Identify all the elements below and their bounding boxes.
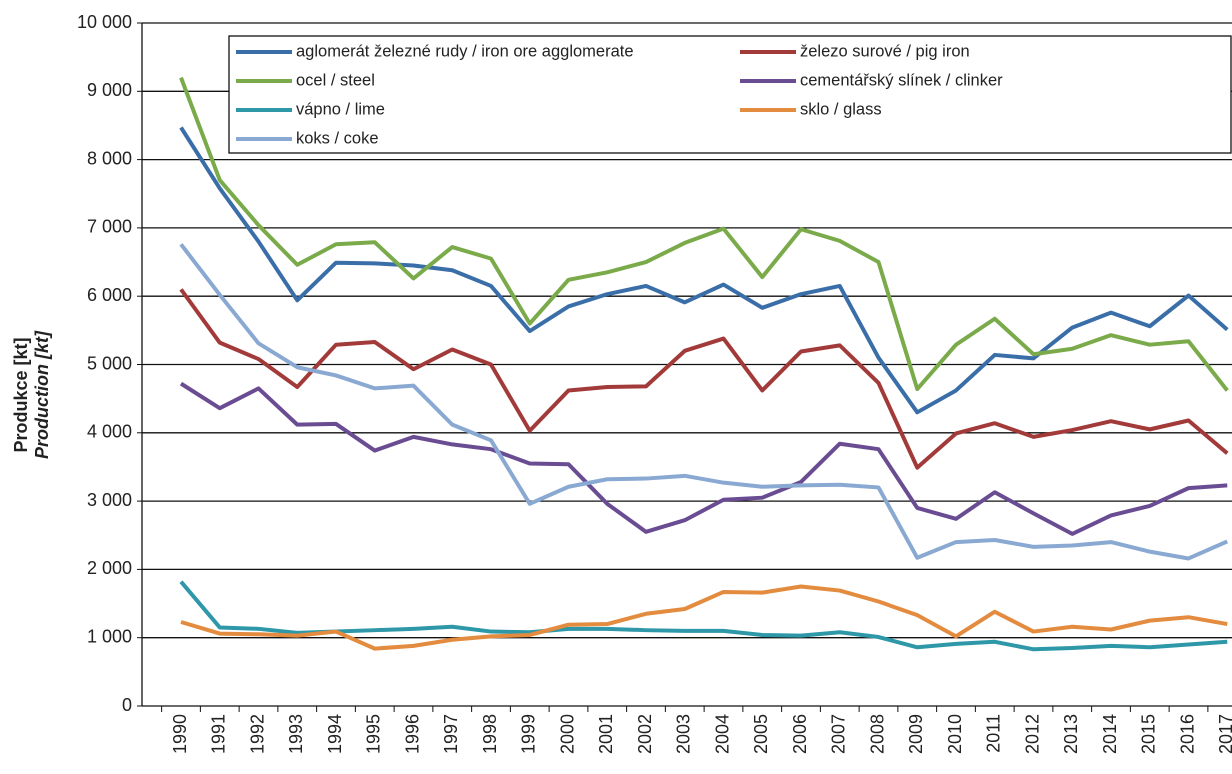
x-tick-label: 2002 [635, 714, 655, 754]
x-tick-label: 2015 [1139, 714, 1159, 754]
x-tick-label: 1996 [402, 714, 422, 754]
legend-label: železo surové / pig iron [800, 42, 970, 60]
legend-label: aglomerát železné rudy / iron ore agglom… [296, 42, 634, 60]
x-tick-label: 2009 [906, 714, 926, 754]
x-tick-label: 2005 [751, 714, 771, 754]
series-line [179, 76, 1229, 392]
x-tick-label: 2016 [1177, 714, 1197, 754]
x-tick-label: 2014 [1100, 714, 1120, 754]
y-tick-label: 2 000 [87, 558, 132, 578]
x-tick-label: 1993 [286, 714, 306, 754]
y-tick-label: 10 000 [77, 12, 132, 32]
x-tick-label: 1995 [364, 714, 384, 754]
y-tick-label: 0 [122, 695, 132, 715]
x-tick-label: 1997 [441, 714, 461, 754]
x-tick-label: 2017 [1216, 714, 1232, 754]
x-tick-label: 2001 [596, 714, 616, 754]
series-line [179, 580, 1228, 652]
series-line [179, 288, 1229, 470]
y-tick-label: 6 000 [87, 285, 132, 305]
y-tick-label: 8 000 [87, 148, 132, 168]
x-tick-label: 2012 [1022, 714, 1042, 754]
x-tick-label: 2003 [674, 714, 694, 754]
x-tick-label: 2007 [829, 714, 849, 754]
x-tick-label: 2000 [557, 714, 577, 754]
series-line [179, 126, 1229, 415]
x-tick-label: 2010 [945, 714, 965, 754]
x-tick-label: 2011 [984, 714, 1004, 753]
legend-box [228, 35, 1232, 154]
x-tick-label: 2013 [1061, 714, 1081, 754]
y-tick-label: 3 000 [87, 490, 132, 510]
series-line [179, 381, 1228, 536]
y-tick-label: 1 000 [87, 626, 132, 646]
series-line [180, 584, 1228, 651]
x-tick-label: 1998 [480, 714, 500, 754]
y-tick-label: 5 000 [87, 353, 132, 373]
y-tick-label: 9 000 [87, 80, 132, 100]
y-tick-label: 4 000 [87, 422, 132, 442]
x-tick-label: 1992 [247, 714, 267, 754]
y-tick-label: 7 000 [87, 217, 132, 237]
y-axis-label: Production [kt] [32, 330, 52, 459]
x-tick-label: 1999 [519, 714, 539, 754]
x-tick-label: 2008 [867, 714, 887, 754]
legend-label: cementářský slínek / clinker [800, 71, 1003, 89]
series-line [179, 243, 1229, 561]
legend-label: koks / coke [296, 129, 379, 147]
x-tick-label: 2004 [712, 714, 732, 754]
x-tick-label: 1991 [209, 714, 229, 754]
x-tick-label: 1994 [325, 714, 345, 754]
legend-label: ocel / steel [296, 71, 375, 89]
legend-label: vápno / lime [296, 100, 385, 118]
y-axis-label: Produkce [kt] [11, 337, 31, 452]
x-tick-label: 1990 [170, 714, 190, 754]
legend-label: sklo / glass [800, 100, 882, 118]
x-tick-label: 2006 [790, 714, 810, 754]
